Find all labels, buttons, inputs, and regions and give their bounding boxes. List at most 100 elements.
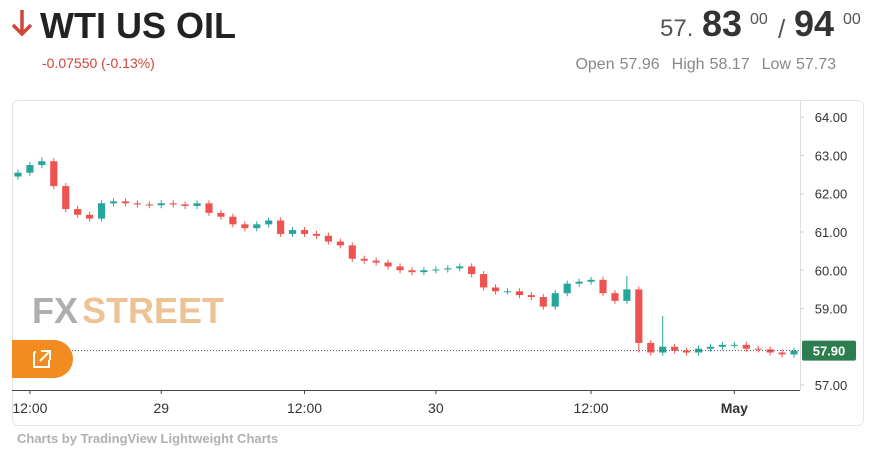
candle-body: [778, 352, 786, 355]
stat-label: Low: [762, 56, 792, 73]
watermark-fx: FX: [32, 290, 78, 331]
candle-body: [26, 165, 34, 173]
candle-body: [468, 266, 476, 275]
down-arrow: [11, 10, 33, 37]
candle-body: [324, 235, 332, 242]
candle-body: [372, 260, 380, 263]
candle-body: [456, 266, 464, 269]
candle-body: [336, 241, 344, 246]
candle-body: [288, 230, 297, 234]
candle-body: [109, 201, 118, 204]
candle-body: [157, 203, 165, 206]
candle-body: [671, 346, 679, 351]
candle-body: [587, 279, 595, 282]
last-price-label: 57.90: [813, 344, 846, 359]
candle-body: [205, 203, 213, 213]
candle-body: [694, 348, 703, 353]
candle-body: [575, 281, 583, 284]
footer-credit: Charts by TradingView Lightweight Charts: [17, 431, 278, 446]
candle-body: [312, 233, 321, 236]
candle-body: [253, 224, 261, 229]
x-tick-label: May: [721, 400, 748, 416]
separator: /: [778, 14, 786, 44]
candle-body: [396, 266, 404, 271]
candle-body: [730, 344, 738, 346]
open-button[interactable]: [12, 340, 73, 378]
candle-body: [50, 161, 58, 187]
x-tick-label: 12:00: [287, 400, 322, 416]
candle-body: [145, 204, 153, 206]
y-tick-label: 59.00: [815, 302, 848, 317]
candle-body: [38, 161, 46, 166]
y-tick-label: 63.00: [815, 148, 848, 163]
bid-main: 83: [702, 3, 742, 44]
candle-body: [265, 220, 273, 225]
candle-body: [599, 279, 607, 294]
x-tick-label: 12:00: [12, 400, 47, 416]
x-tick-label: 29: [153, 400, 169, 416]
external-icon[interactable]: [33, 350, 51, 368]
candle-body: [277, 220, 285, 234]
candle-body: [86, 214, 94, 219]
plot: 57.00 59.00 60.00 61.00 62.00 63.00 64.00 12:00…: [12, 100, 856, 416]
candle-body: [348, 245, 356, 259]
candle-body: [503, 291, 512, 293]
candle-body: [706, 346, 715, 349]
chart-frame: [12, 100, 864, 426]
x-tick-label: 30: [428, 400, 444, 416]
watermark-street: STREET: [82, 290, 224, 331]
candle-body: [647, 342, 655, 353]
ask-small: 00: [843, 11, 861, 28]
candle-body: [62, 186, 70, 210]
candle-body: [742, 344, 750, 349]
candle-body: [169, 203, 177, 205]
candle-body: [480, 274, 488, 288]
price-change: -0.07550 (-0.13%): [42, 55, 155, 71]
candle-body: [14, 172, 22, 177]
candle-body: [384, 262, 392, 267]
candle-body: [217, 212, 225, 217]
candle-body: [790, 350, 798, 355]
candle-body: [539, 297, 547, 307]
instrument-title: WTI US OIL: [40, 5, 236, 46]
candle-body: [229, 216, 237, 225]
candle-body: [241, 224, 249, 229]
candle-body: [623, 289, 631, 301]
last-price-tag: [802, 340, 856, 361]
candle-body: [682, 350, 691, 353]
candle-body: [193, 203, 201, 206]
stat-label: Open: [575, 56, 614, 73]
bid-small: 00: [750, 11, 768, 28]
candle-body: [300, 230, 309, 234]
stat-label: High: [672, 56, 705, 73]
candle-body: [611, 293, 619, 301]
ask-main: 94: [794, 3, 834, 44]
candle-body: [563, 283, 571, 294]
y-tick-label: 61.00: [815, 225, 848, 240]
candle-body: [432, 269, 440, 271]
bid-prefix: 57.: [660, 15, 693, 42]
candle-body: [97, 203, 106, 219]
y-tick-label: 57.00: [815, 378, 848, 393]
candle-body: [659, 346, 667, 353]
candle-body: [766, 349, 774, 353]
candle-body: [408, 270, 416, 273]
y-tick-label: 64.00: [815, 110, 848, 125]
stat-value: 58.17: [710, 56, 750, 73]
candle-body: [551, 293, 559, 307]
candle-body: [515, 291, 524, 296]
y-tick-label: 62.00: [815, 187, 848, 202]
candle-body: [718, 344, 726, 347]
candle-body: [360, 258, 368, 261]
candle-body: [420, 270, 428, 273]
candle-body: [74, 209, 82, 215]
candle-body: [181, 204, 189, 206]
y-tick-label: 60.00: [815, 263, 848, 278]
stat-value: 57.73: [796, 56, 836, 73]
candle-body: [527, 295, 535, 298]
candle-body: [491, 287, 500, 292]
candle-body: [444, 268, 452, 270]
candle-body: [121, 201, 130, 204]
